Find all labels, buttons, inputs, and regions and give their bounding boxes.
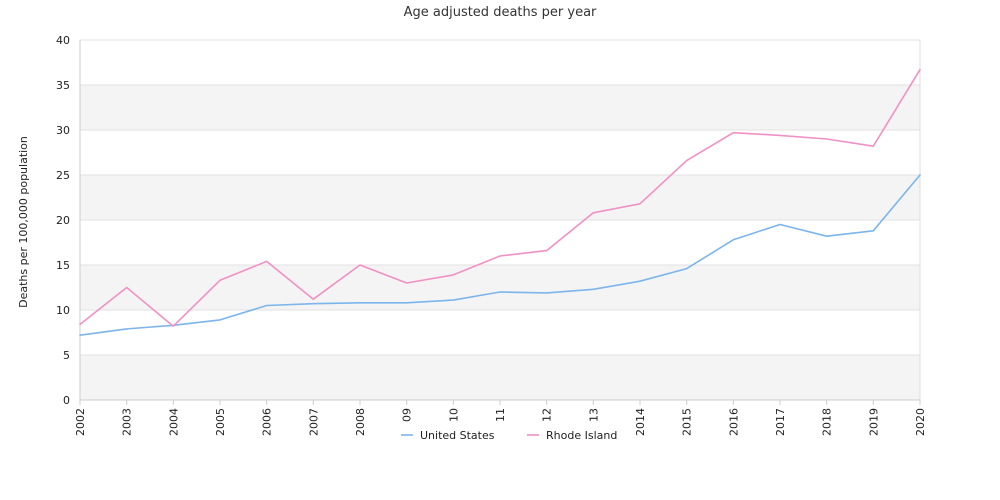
plot-band — [80, 220, 920, 265]
y-axis-ticks: 0 5 10 15 20 25 30 35 40 — [56, 34, 70, 407]
series-lines — [79, 68, 921, 337]
plot-band — [80, 175, 920, 220]
y-tick-label: 35 — [56, 79, 70, 92]
plot-band — [80, 310, 920, 355]
x-tick-label: 2006 — [261, 408, 274, 436]
series-line-rhode-island[interactable] — [79, 68, 921, 328]
y-tick-label: 5 — [63, 349, 70, 362]
x-tick-label: 11 — [494, 408, 507, 422]
x-tick-label: 2018 — [821, 408, 834, 436]
x-tick-label: 2004 — [167, 408, 180, 436]
series-line-united-states[interactable] — [79, 174, 921, 337]
plot-band — [80, 265, 920, 310]
x-tick-label: 2003 — [121, 408, 134, 436]
y-axis-label: Deaths per 100,000 population — [17, 136, 30, 308]
x-tick-label: 2005 — [214, 408, 227, 436]
plot-band — [80, 85, 920, 130]
x-tick-label: 2015 — [681, 408, 694, 436]
x-tick-label: 13 — [587, 408, 600, 422]
x-axis-ticks: 2002 2003 2004 2005 2006 2007 2008 09 10 11 12 13 20… — [74, 400, 927, 436]
y-tick-label: 0 — [63, 394, 70, 407]
x-tick-label: 10 — [447, 408, 460, 422]
y-tick-label: 20 — [56, 214, 70, 227]
x-tick-label: 2017 — [774, 408, 787, 436]
y-tick-label: 15 — [56, 259, 70, 272]
x-tick-label: 2008 — [354, 408, 367, 436]
legend-item-label[interactable]: Rhode Island — [546, 429, 617, 442]
x-tick-label: 2016 — [727, 408, 740, 436]
chart-title: Age adjusted deaths per year — [404, 5, 597, 20]
x-tick-label: 2007 — [307, 408, 320, 436]
x-tick-label: 09 — [401, 408, 414, 422]
plot-band — [80, 40, 920, 85]
legend[interactable]: United States Rhode Island — [401, 429, 617, 442]
y-tick-label: 25 — [56, 169, 70, 182]
y-tick-label: 30 — [56, 124, 70, 137]
x-tick-label: 2014 — [634, 408, 647, 436]
x-tick-label: 2019 — [867, 408, 880, 436]
x-tick-label: 12 — [541, 408, 554, 422]
legend-item-label[interactable]: United States — [420, 429, 495, 442]
y-tick-label: 40 — [56, 34, 70, 47]
plot-band — [80, 130, 920, 175]
plot-band — [80, 355, 920, 400]
y-tick-label: 10 — [56, 304, 70, 317]
x-tick-label: 2020 — [914, 408, 927, 436]
plot-bands — [80, 40, 920, 400]
x-tick-label: 2002 — [74, 408, 87, 436]
